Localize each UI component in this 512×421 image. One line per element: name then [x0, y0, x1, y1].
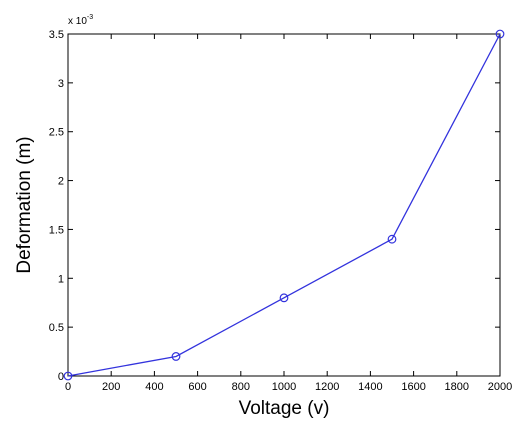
x-axis-label: Voltage (v) [239, 398, 330, 419]
series-layer [63, 29, 505, 381]
x-tick-label: 2000 [488, 381, 512, 393]
y-tick-label: 0 [58, 371, 64, 383]
series-line [67, 33, 501, 377]
y-exponent-label: x 10-3 [68, 14, 93, 27]
x-tick-label: 1800 [445, 381, 469, 393]
x-tick-label: 1400 [358, 381, 382, 393]
y-tick-label: 3 [58, 78, 64, 90]
plot-area [67, 33, 501, 377]
data-point [171, 352, 181, 361]
data-point [279, 293, 289, 303]
y-tick-label: 1.5 [49, 224, 64, 236]
x-tick-label: 800 [232, 381, 250, 393]
y-tick-label: 0.5 [49, 322, 64, 334]
tick-labels-group: 0 200 400 600 800 1000 1200 1400 1600 1800 2000 0 0.… [49, 29, 512, 393]
x-tick-label: 0 [65, 381, 71, 393]
y-tick-label: 2 [58, 176, 64, 188]
x-tick-label: 1600 [401, 381, 425, 393]
x-tick-label: 400 [145, 381, 163, 393]
data-point [63, 371, 73, 381]
x-tick-label: 200 [102, 381, 120, 393]
y-axis-label: Deformation (m) [14, 136, 35, 273]
x-tick-label: 1000 [272, 381, 296, 393]
x-tick-label: 1200 [315, 381, 339, 393]
y-tick-label: 1 [58, 273, 64, 285]
y-tick-label: 2.5 [49, 127, 64, 139]
data-point [495, 29, 505, 39]
y-tick-label: 3.5 [49, 29, 64, 41]
data-point [387, 234, 397, 244]
x-tick-label: 600 [188, 381, 206, 393]
